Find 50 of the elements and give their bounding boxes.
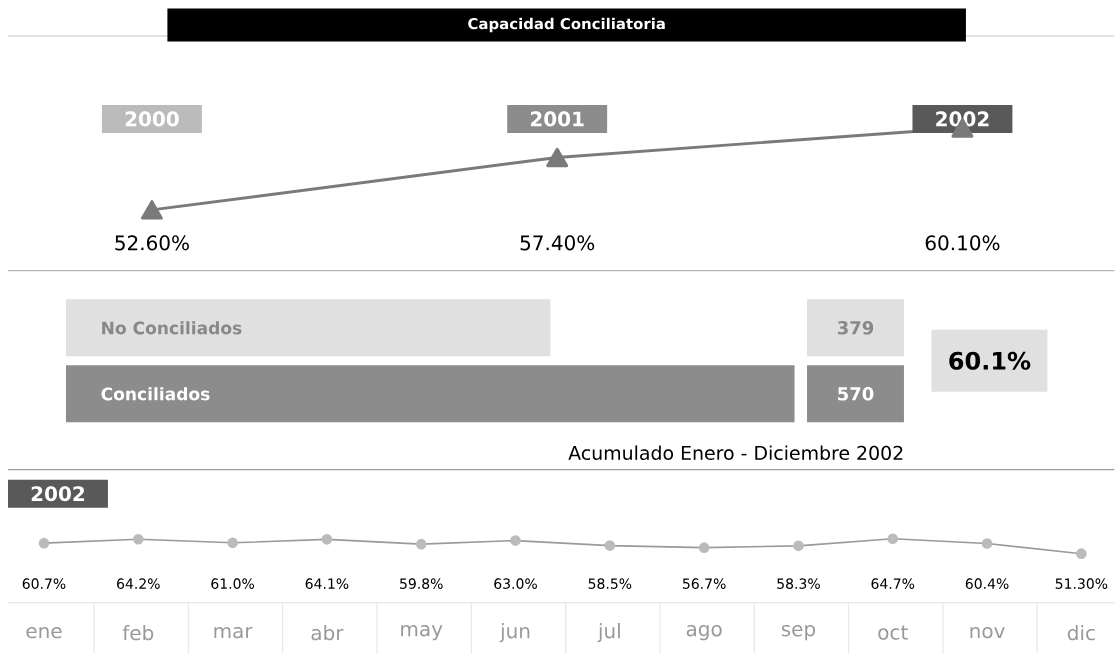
point xyxy=(1076,548,1087,559)
x-tick-label: sep xyxy=(781,624,816,641)
x-tick-label: dic xyxy=(1067,624,1095,641)
data-label: 64.7% xyxy=(871,578,915,589)
point xyxy=(981,538,993,549)
x-tick-label: abr xyxy=(311,624,344,641)
point xyxy=(38,537,50,549)
data-label: 56.7% xyxy=(683,578,726,589)
data-label: 61.0% xyxy=(211,578,255,589)
x-tick-label: jun xyxy=(499,622,530,643)
point xyxy=(604,540,616,551)
data-label: 63.0% xyxy=(494,578,537,589)
data-label: 570 xyxy=(838,386,874,401)
point xyxy=(227,537,238,548)
x-tick-label: 2000 xyxy=(125,111,179,127)
y-tick-label: Conciliados xyxy=(101,387,210,401)
point xyxy=(698,542,710,553)
x-tick-label: ago xyxy=(686,624,722,641)
y-tick-label: No Conciliados xyxy=(102,321,242,335)
point xyxy=(321,533,333,545)
point xyxy=(415,538,427,550)
data-label: 60.10% xyxy=(925,235,1000,251)
point xyxy=(887,533,899,544)
data-label: 64.1% xyxy=(305,578,349,589)
point xyxy=(510,535,521,546)
data-label: 64.2% xyxy=(117,578,160,589)
data-label: 60.4% xyxy=(965,578,1009,589)
x-tick-label: jul xyxy=(597,622,620,643)
chart-title: 2002 xyxy=(31,486,85,502)
x-tick-label: 2002 xyxy=(936,111,989,127)
x-tick-label: ene xyxy=(26,626,62,639)
data-label: 58.3% xyxy=(777,578,820,589)
point xyxy=(132,533,144,545)
x-tick-label: nov xyxy=(970,626,1005,639)
x-tick-label: mar xyxy=(214,626,253,639)
chart-title: Capacidad Conciliatoria xyxy=(468,17,665,33)
x-tick-label: 2001 xyxy=(530,111,584,127)
data-label: 59.8% xyxy=(400,578,443,589)
x-tick-label: oct xyxy=(878,625,908,640)
x-tick-label: may xyxy=(401,624,443,641)
data-label: 52.60% xyxy=(115,235,189,251)
text: Acumulado Enero - Diciembre 2002 xyxy=(568,445,903,460)
data-label: 51.30% xyxy=(1055,578,1108,589)
text: 60.1% xyxy=(949,351,1031,370)
data-label: 379 xyxy=(837,320,874,335)
data-label: 58.5% xyxy=(588,578,632,589)
point xyxy=(793,540,804,552)
data-label: 57.40% xyxy=(520,235,595,251)
x-tick-label: feb xyxy=(122,624,154,641)
data-label: 60.7% xyxy=(22,578,66,589)
